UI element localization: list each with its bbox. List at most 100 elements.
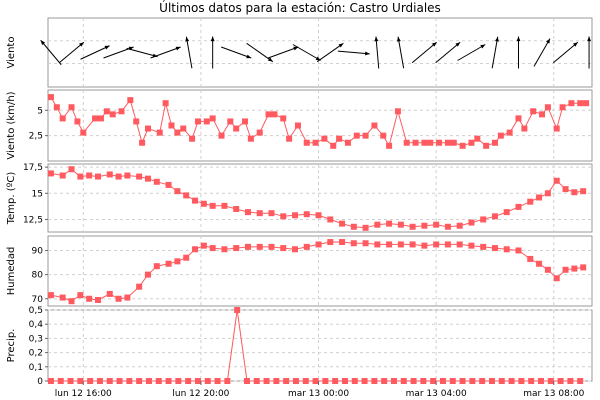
data-point: [350, 240, 357, 247]
data-point: [180, 125, 187, 132]
data-point: [209, 115, 216, 122]
data-point: [449, 378, 456, 384]
data-point: [145, 378, 152, 384]
data-point: [92, 115, 99, 122]
wind-arrow-head: [516, 36, 521, 42]
data-point: [433, 241, 440, 248]
y-tick-label: 15: [32, 189, 43, 199]
data-point: [577, 378, 584, 384]
y-tick-label: 12,5: [23, 215, 43, 225]
data-point: [544, 266, 551, 273]
data-point: [421, 139, 428, 146]
data-point: [468, 242, 475, 249]
data-point: [444, 223, 451, 230]
data-point: [444, 139, 451, 146]
wind-arrow: [491, 36, 499, 69]
data-point: [339, 220, 346, 227]
data-point: [162, 100, 169, 107]
data-point: [144, 125, 151, 132]
panel-humedad: Humedad 70 80 90: [6, 235, 593, 307]
data-point: [106, 290, 113, 297]
data-point: [115, 295, 122, 302]
ylabel-viento-vel: Viento (km/h): [6, 91, 17, 159]
wind-arrow: [552, 41, 579, 64]
data-point: [86, 295, 93, 302]
wind-arrow-head: [40, 40, 46, 46]
data-point: [480, 243, 487, 250]
data-point: [459, 378, 466, 384]
data-point: [459, 142, 466, 149]
wind-arrow: [292, 44, 321, 61]
data-point: [374, 241, 381, 248]
data-point: [77, 378, 84, 384]
x-tick-label: mar 13 04:00: [406, 389, 467, 399]
data-point: [559, 104, 566, 111]
data-point: [106, 378, 113, 384]
wind-arrow-head: [246, 54, 252, 59]
data-point: [115, 173, 122, 180]
data-point: [521, 125, 528, 132]
data-point: [468, 219, 475, 226]
wind-arrow: [40, 39, 62, 66]
data-point: [86, 172, 93, 179]
data-point: [47, 170, 54, 177]
wind-arrow: [533, 38, 551, 67]
data-point: [59, 115, 66, 122]
data-point: [571, 189, 578, 196]
data-point: [374, 221, 381, 228]
data-point: [256, 210, 263, 217]
data-point: [265, 111, 272, 118]
data-point: [139, 139, 146, 146]
data-point: [380, 132, 387, 139]
data-point: [436, 139, 443, 146]
data-point: [74, 118, 81, 125]
data-point: [394, 108, 401, 115]
data-point: [156, 129, 163, 136]
data-point: [515, 115, 522, 122]
data-point: [118, 108, 125, 115]
wind-arrow-head: [374, 36, 379, 42]
wind-arrow-head: [175, 46, 181, 51]
data-point: [174, 258, 181, 265]
data-point: [557, 378, 564, 384]
data-point: [547, 378, 554, 384]
data-point: [544, 104, 551, 111]
wind-arrow: [375, 36, 380, 69]
data-point: [94, 296, 101, 303]
wind-arrow-head: [480, 44, 486, 49]
chart-title: Últimos datos para la estación: Castro U…: [159, 0, 441, 15]
data-point: [280, 213, 287, 220]
data-point: [303, 211, 310, 218]
data-point: [280, 245, 287, 252]
data-point: [537, 378, 544, 384]
wind-arrow-head: [455, 42, 461, 47]
data-point: [508, 378, 515, 384]
data-point: [68, 298, 75, 305]
data-point: [562, 186, 569, 193]
x-axis: lun 12 16:00 lun 12 20:00 mar 13 00:00 mar …: [55, 381, 585, 399]
data-point: [503, 209, 510, 216]
data-point: [444, 241, 451, 248]
data-point: [515, 247, 522, 254]
data-point: [203, 118, 210, 125]
data-point: [68, 104, 75, 111]
data-point: [77, 173, 84, 180]
data-point: [124, 172, 131, 179]
data-point: [227, 118, 234, 125]
wind-arrow: [220, 46, 252, 59]
ylabel-temp: Temp. (ºC): [6, 172, 17, 226]
wind-arrow: [411, 41, 437, 64]
data-point: [491, 213, 498, 220]
wind-arrow-head: [495, 36, 499, 42]
y-tick-label: 17,5: [23, 163, 43, 173]
data-point: [133, 118, 140, 125]
data-point: [580, 188, 587, 195]
data-point: [528, 378, 535, 384]
data-point: [468, 139, 475, 146]
data-point: [351, 378, 358, 384]
data-point: [280, 115, 287, 122]
data-point: [491, 139, 498, 146]
wind-arrow: [80, 45, 110, 60]
data-point: [221, 246, 228, 253]
wind-arrow: [397, 36, 405, 69]
